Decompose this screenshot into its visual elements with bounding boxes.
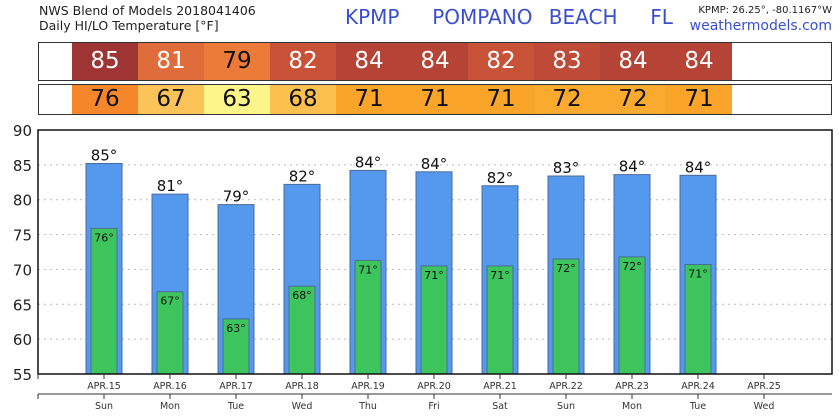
low-bar-label: 63° — [226, 322, 246, 335]
high-bar-label: 85° — [91, 146, 118, 164]
x-date-label: APR.19 — [351, 381, 385, 392]
x-date-label: APR.20 — [417, 381, 451, 392]
x-weekday-label: Sat — [492, 401, 508, 412]
y-tick-label: 75 — [13, 227, 32, 245]
low-bar-label: 71° — [688, 268, 708, 281]
lows-cell: 63 — [204, 85, 270, 114]
high-bar-label: 79° — [223, 188, 250, 206]
y-tick-label: 80 — [13, 192, 32, 210]
variable-title: Daily HI/LO Temperature [°F] — [39, 18, 219, 33]
highs-cell: 81 — [138, 43, 204, 80]
low-bar-label: 71° — [490, 269, 510, 282]
low-bar-label: 72° — [622, 260, 642, 273]
y-tick-label: 65 — [13, 296, 32, 314]
highs-cell: 82 — [270, 43, 336, 80]
site-link[interactable]: weathermodels.com — [689, 18, 832, 34]
low-temp-row: 76 67 63 68 71 71 71 72 72 71 — [38, 84, 832, 115]
low-bar — [354, 259, 382, 375]
y-tick-label: 85 — [13, 157, 32, 175]
low-bar — [90, 227, 118, 375]
x-weekday-label: Fri — [428, 401, 439, 412]
x-weekday-label: Sun — [95, 401, 113, 412]
x-weekday-label: Tue — [689, 401, 706, 412]
x-weekday-label: Thu — [358, 401, 377, 412]
station-title: KPMP POMPANO BEACH FL — [345, 5, 673, 29]
x-date-label: APR.16 — [153, 381, 187, 392]
low-bar — [288, 285, 316, 375]
chart-title: NWS Blend of Models 2018041406 Daily HI/L… — [39, 3, 256, 33]
low-bar — [684, 264, 712, 375]
low-bar — [618, 256, 646, 375]
lows-cell: 71 — [336, 85, 402, 114]
model-title: NWS Blend of Models 2018041406 — [39, 3, 256, 18]
highs-cell: 79 — [204, 43, 270, 80]
highs-cell: 84 — [666, 43, 732, 80]
station-coords: KPMP: 26.25°, -80.1167°W — [698, 5, 832, 16]
y-tick-label: 55 — [13, 366, 32, 384]
low-bar-label: 72° — [556, 262, 576, 275]
x-weekday-label: Sun — [557, 401, 575, 412]
x-date-label: APR.18 — [285, 381, 319, 392]
plot-frame — [37, 129, 833, 375]
high-bar-label: 84° — [619, 158, 646, 176]
high-bar-label: 81° — [157, 177, 184, 195]
high-bar-label: 82° — [487, 169, 514, 187]
x-date-label: APR.25 — [747, 381, 781, 392]
high-bar-label: 84° — [685, 158, 712, 176]
low-bar-label: 67° — [160, 295, 180, 308]
low-bar-label: 68° — [292, 289, 312, 302]
high-bar-label: 83° — [553, 159, 580, 177]
lows-cell: 71 — [402, 85, 468, 114]
x-date-label: APR.15 — [87, 381, 121, 392]
x-weekday-label: Mon — [622, 401, 642, 412]
x-date-label: APR.24 — [681, 381, 715, 392]
high-bar-label: 84° — [421, 155, 448, 173]
lows-cell: 71 — [666, 85, 732, 114]
low-bar-label: 71° — [424, 269, 444, 282]
x-date-label: APR.17 — [219, 381, 253, 392]
low-bar — [552, 258, 580, 375]
x-weekday-label: Mon — [160, 401, 180, 412]
low-bar — [420, 265, 448, 375]
x-weekday-label: Tue — [227, 401, 244, 412]
lows-cell: 67 — [138, 85, 204, 114]
highs-cell: 84 — [600, 43, 666, 80]
low-bar — [486, 265, 514, 375]
y-tick-label: 70 — [13, 261, 32, 279]
highs-cell: 84 — [402, 43, 468, 80]
y-tick-label: 60 — [13, 331, 32, 349]
highs-cell: 85 — [72, 43, 138, 80]
highs-cell: 82 — [468, 43, 534, 80]
x-date-label: APR.22 — [549, 381, 583, 392]
high-bar-label: 84° — [355, 153, 382, 171]
x-weekday-label: Wed — [754, 401, 775, 412]
lows-cell: 68 — [270, 85, 336, 114]
highs-cell: 83 — [534, 43, 600, 80]
y-tick-label: 90 — [13, 122, 32, 140]
high-bar-label: 82° — [289, 167, 316, 185]
highs-cell: 84 — [336, 43, 402, 80]
x-weekday-label: Wed — [292, 401, 313, 412]
low-bar-label: 71° — [358, 263, 378, 276]
x-date-label: APR.23 — [615, 381, 649, 392]
lows-cell: 72 — [600, 85, 666, 114]
lows-cell: 76 — [72, 85, 138, 114]
low-bar-label: 76° — [94, 231, 114, 244]
lows-cell: 71 — [468, 85, 534, 114]
lows-cell: 72 — [534, 85, 600, 114]
high-temp-row: 85 81 79 82 84 84 82 83 84 84 — [38, 42, 832, 81]
low-bar — [156, 291, 184, 375]
x-date-label: APR.21 — [483, 381, 517, 392]
